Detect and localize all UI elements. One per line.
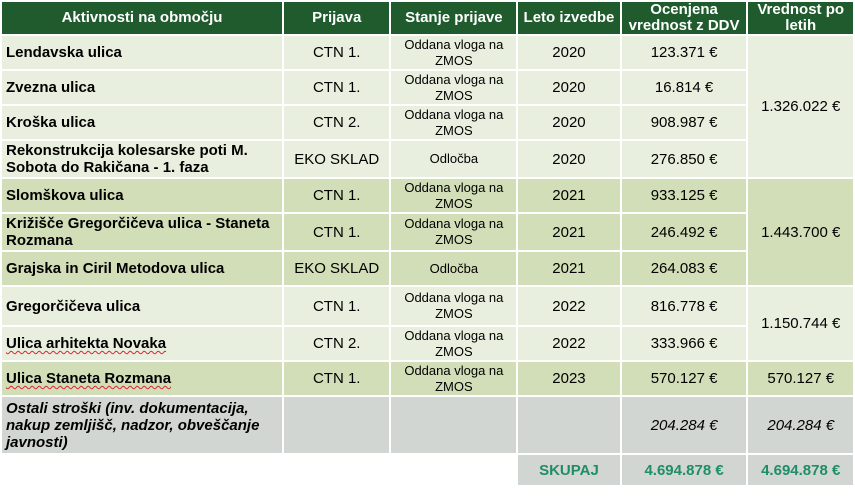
empty-cell	[283, 455, 390, 485]
table-row: Zvezna ulica CTN 1. Oddana vloga na ZMOS…	[2, 71, 853, 104]
year-cell: 2021	[518, 179, 620, 212]
status-cell: Oddana vloga na ZMOS	[391, 179, 517, 212]
value-cell: 570.127 €	[621, 362, 747, 395]
activity-name: Ulica arhitekta Novaka	[6, 335, 167, 352]
header-value-by-year: Vrednost po letih	[748, 2, 853, 34]
other-costs-row: Ostali stroški (inv. dokumentacija, naku…	[2, 397, 853, 453]
table-row: Kroška ulica CTN 2. Oddana vloga na ZMOS…	[2, 106, 853, 139]
status-cell: Oddana vloga na ZMOS	[391, 287, 517, 325]
table-row: Gregorčičeva ulica CTN 1. Oddana vloga n…	[2, 287, 853, 360]
header-application: Prijava	[283, 2, 390, 34]
year-cell: 2020	[518, 141, 620, 177]
table-row: Ulica Staneta Rozmana CTN 1. Oddana vlog…	[2, 362, 853, 395]
year-total-2020: 1.326.022 €	[748, 36, 853, 177]
other-costs-value: 204.284 €	[621, 397, 747, 453]
activity-name: Grajska in Ciril Metodova ulica	[2, 252, 282, 285]
activity-name: Ulica Staneta Rozmana	[6, 370, 172, 387]
table-row: Rekonstrukcija kolesarske poti M. Sobota…	[2, 141, 853, 177]
total-row: SKUPAJ 4.694.878 € 4.694.878 €	[2, 455, 853, 485]
status-cell: Oddana vloga na ZMOS	[391, 71, 517, 104]
status-cell: Oddana vloga na ZMOS	[391, 36, 517, 69]
value-cell: 933.125 €	[621, 179, 747, 212]
empty-cell	[391, 455, 517, 485]
application-cell: CTN 1.	[283, 362, 390, 395]
value-cell: 16.814 €	[621, 71, 747, 104]
year-cell: 2021	[518, 252, 620, 285]
empty-cell	[283, 397, 390, 453]
value-cell: 816.778 €	[621, 287, 747, 325]
activity-name: Gregorčičeva ulica	[2, 287, 282, 325]
activity-name: Kroška ulica	[2, 106, 282, 139]
other-costs-name: Ostali stroški (inv. dokumentacija, naku…	[2, 397, 282, 453]
activity-name: Zvezna ulica	[2, 71, 282, 104]
empty-cell	[518, 397, 620, 453]
year-cell: 2020	[518, 71, 620, 104]
year-cell: 2021	[518, 214, 620, 250]
application-cell: EKO SKLAD	[283, 141, 390, 177]
year-total-2022: 1.150.744 €	[748, 287, 853, 360]
empty-cell	[2, 455, 282, 485]
status-cell: Oddana vloga na ZMOS	[391, 362, 517, 395]
application-cell: CTN 1.	[283, 287, 390, 325]
year-cell: 2020	[518, 106, 620, 139]
year-cell: 2022	[518, 287, 620, 325]
table-row: Lendavska ulica CTN 1. Oddana vloga na Z…	[2, 36, 853, 177]
table-row: Slomškova ulica CTN 1. Oddana vloga na Z…	[2, 179, 853, 285]
other-costs-by-year: 204.284 €	[748, 397, 853, 453]
activity-name: Križišče Gregorčičeva ulica - Staneta Ro…	[2, 214, 282, 250]
header-year: Leto izvedbe	[518, 2, 620, 34]
year-total-2021: 1.443.700 €	[748, 179, 853, 285]
application-cell: EKO SKLAD	[283, 252, 390, 285]
table-row: Grajska in Ciril Metodova ulica EKO SKLA…	[2, 252, 853, 285]
total-by-year: 4.694.878 €	[748, 455, 853, 485]
activity-name: Rekonstrukcija kolesarske poti M. Sobota…	[2, 141, 282, 177]
table-row: Križišče Gregorčičeva ulica - Staneta Ro…	[2, 214, 853, 250]
status-cell: Oddana vloga na ZMOS	[391, 214, 517, 250]
year-total-2023: 570.127 €	[748, 362, 853, 395]
value-cell: 333.966 €	[621, 327, 747, 360]
application-cell: CTN 2.	[283, 106, 390, 139]
value-cell: 264.083 €	[621, 252, 747, 285]
application-cell: CTN 2.	[283, 327, 390, 360]
total-label: SKUPAJ	[518, 455, 620, 485]
year-cell: 2020	[518, 36, 620, 69]
activity-name: Lendavska ulica	[2, 36, 282, 69]
header-estimated-value: Ocenjena vrednost z DDV	[621, 2, 747, 34]
value-cell: 246.492 €	[621, 214, 747, 250]
investment-table: Aktivnosti na območju Prijava Stanje pri…	[0, 0, 855, 487]
status-cell: Odločba	[391, 141, 517, 177]
value-cell: 908.987 €	[621, 106, 747, 139]
application-cell: CTN 1.	[283, 179, 390, 212]
value-cell: 276.850 €	[621, 141, 747, 177]
year-cell: 2022	[518, 327, 620, 360]
empty-cell	[391, 397, 517, 453]
total-value: 4.694.878 €	[621, 455, 747, 485]
activity-name: Slomškova ulica	[2, 179, 282, 212]
header-activity: Aktivnosti na območju	[2, 2, 282, 34]
application-cell: CTN 1.	[283, 71, 390, 104]
status-cell: Oddana vloga na ZMOS	[391, 327, 517, 360]
header-status: Stanje prijave	[391, 2, 517, 34]
status-cell: Odločba	[391, 252, 517, 285]
status-cell: Oddana vloga na ZMOS	[391, 106, 517, 139]
application-cell: CTN 1.	[283, 36, 390, 69]
table-row: Ulica arhitekta Novaka CTN 2. Oddana vlo…	[2, 327, 853, 360]
header-row: Aktivnosti na območju Prijava Stanje pri…	[2, 2, 853, 34]
year-cell: 2023	[518, 362, 620, 395]
application-cell: CTN 1.	[283, 214, 390, 250]
value-cell: 123.371 €	[621, 36, 747, 69]
